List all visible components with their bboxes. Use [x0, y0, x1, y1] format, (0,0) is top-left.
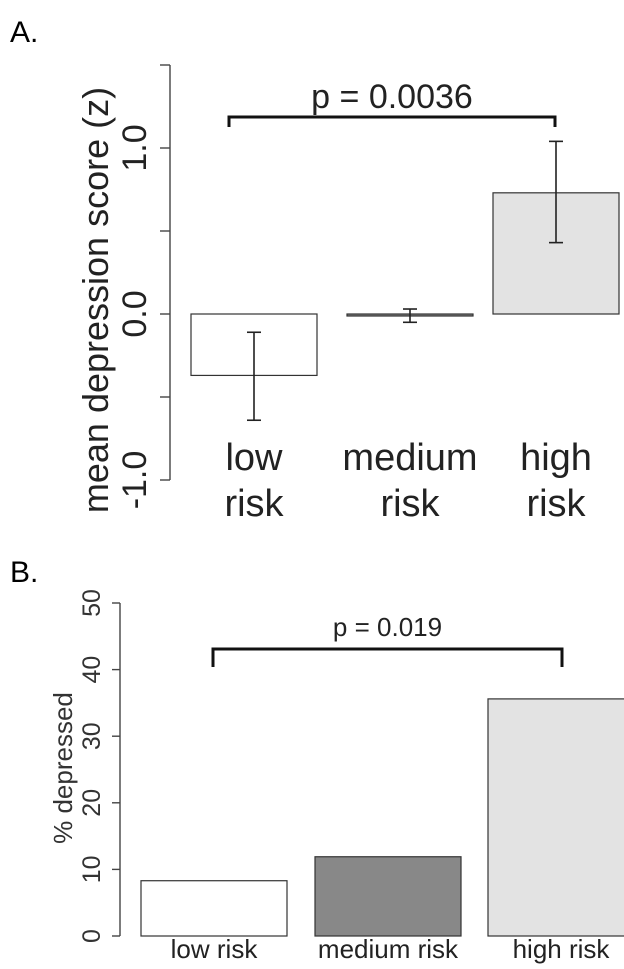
y-tick-label: -1.0 — [116, 451, 154, 510]
x-tick-label: medium risk — [318, 934, 459, 964]
panel-label: A. — [10, 16, 38, 49]
significance-bracket — [227, 115, 557, 127]
x-tick-label: medium — [342, 437, 477, 479]
y-tick-label: 50 — [78, 589, 106, 617]
y-axis-title: mean depression score (z) — [75, 87, 116, 513]
y-tick-label: 30 — [78, 722, 106, 750]
panel-b: B. 0 10 20 30 40 50 % depressed low risk medium r… — [10, 556, 624, 964]
y-tick-label: 10 — [78, 855, 106, 883]
y-tick-label: 40 — [78, 656, 106, 684]
y-tick-label: 0 — [78, 929, 106, 943]
y-axis-title: % depressed — [48, 692, 78, 844]
bar — [314, 856, 462, 937]
significance-bracket — [211, 647, 564, 667]
x-tick-label: risk — [224, 483, 284, 525]
x-tick-label: low — [225, 437, 283, 479]
y-tick-label: 0.0 — [116, 290, 154, 337]
bar — [487, 698, 624, 937]
y-tick-label: 1.0 — [116, 124, 154, 171]
p-value-annotation: p = 0.019 — [333, 612, 442, 642]
x-tick-label: high risk — [513, 934, 611, 964]
x-tick-label: low risk — [171, 934, 259, 964]
y-tick-label: 20 — [78, 789, 106, 817]
x-tick-label: risk — [380, 483, 440, 525]
bar — [140, 880, 288, 937]
panel-label: B. — [10, 556, 38, 589]
x-tick-label: high — [520, 437, 592, 479]
p-value-annotation: p = 0.0036 — [311, 78, 473, 116]
x-tick-label: risk — [526, 483, 586, 525]
